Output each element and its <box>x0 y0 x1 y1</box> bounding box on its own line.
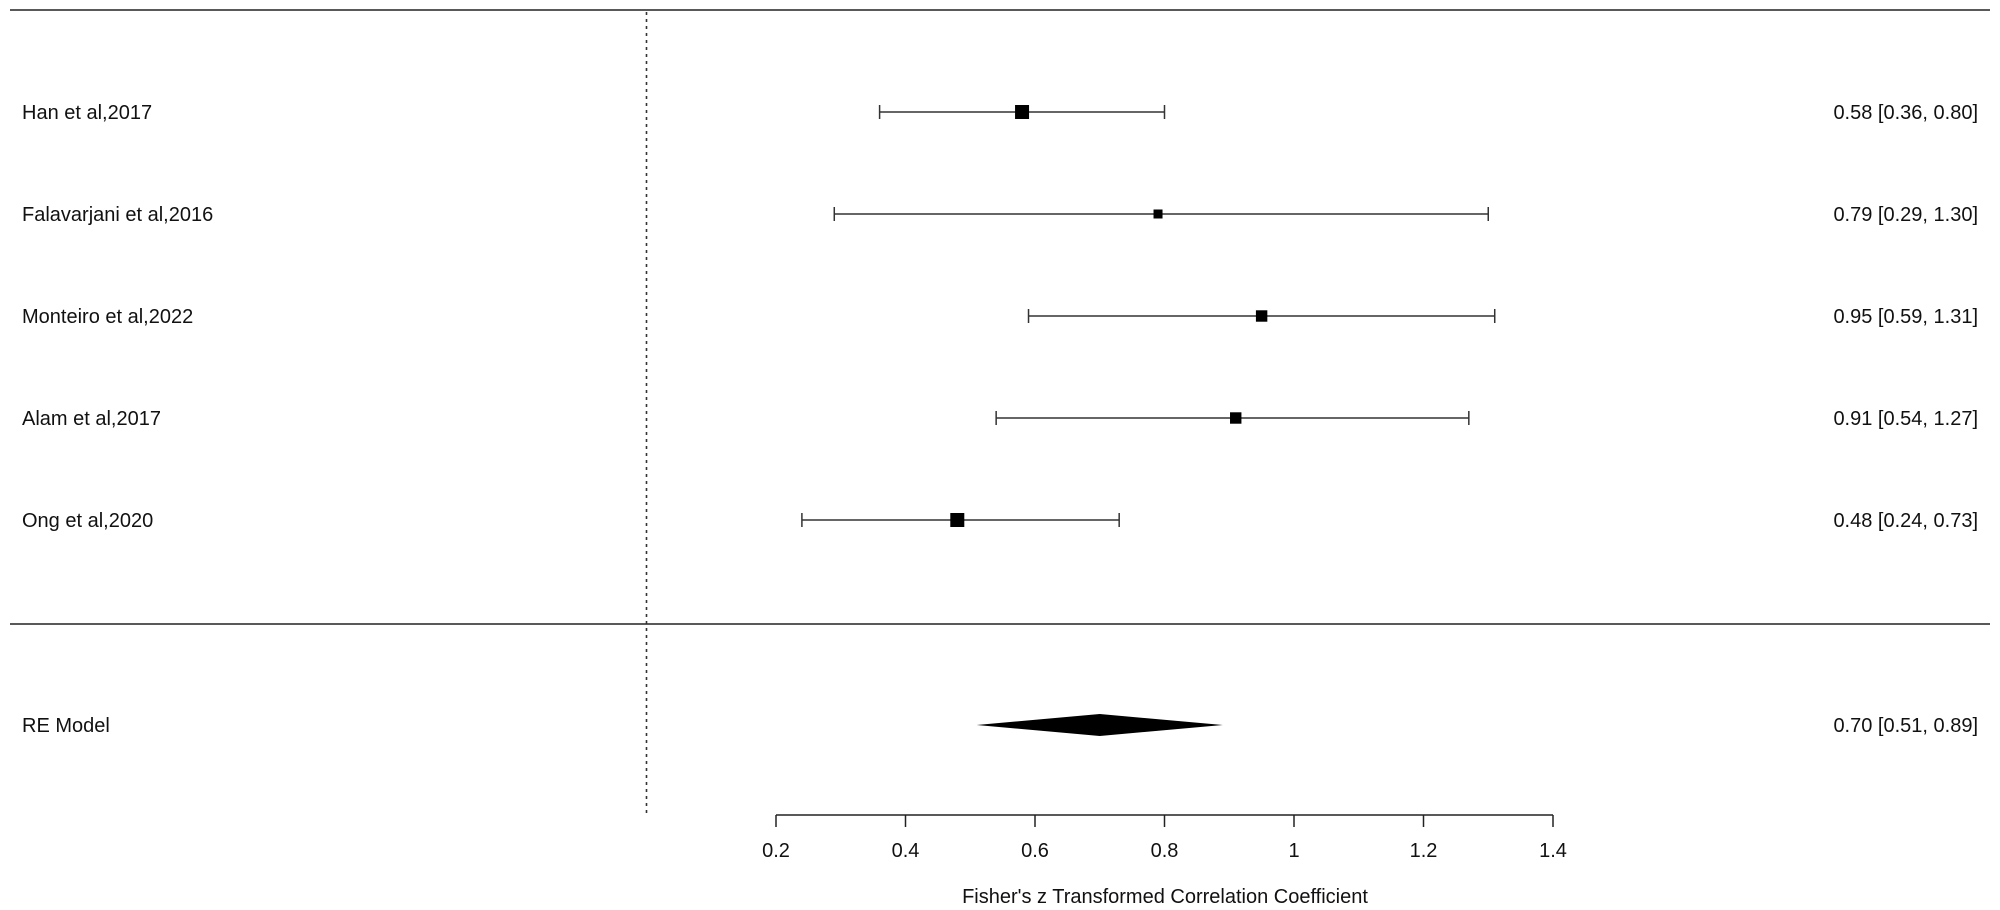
study-annotation: 0.58 [0.36, 0.80] <box>1833 102 1978 124</box>
x-tick-label: 0.8 <box>1151 840 1179 862</box>
study-rows: Han et al,2017 0.58 [0.36, 0.80] Falavarja… <box>22 102 1978 532</box>
x-tick-label: 0.6 <box>1021 840 1049 862</box>
point-estimate <box>1153 209 1163 219</box>
study-row: Ong et al,2020 0.48 [0.24, 0.73] <box>22 510 1978 532</box>
study-label: Monteiro et al,2022 <box>22 306 193 328</box>
x-axis-label: Fisher's z Transformed Correlation Coeff… <box>962 886 1368 908</box>
summary-label: RE Model <box>22 715 110 737</box>
summary-diamond <box>976 714 1223 736</box>
x-tick-label: 1 <box>1288 840 1299 862</box>
study-label: Ong et al,2020 <box>22 510 153 532</box>
summary-annotation: 0.70 [0.51, 0.89] <box>1833 715 1978 737</box>
point-estimate <box>1015 105 1030 119</box>
x-tick-label: 0.4 <box>892 840 920 862</box>
x-tick-label: 0.2 <box>762 840 790 862</box>
study-annotation: 0.79 [0.29, 1.30] <box>1833 204 1978 226</box>
study-row: Falavarjani et al,2016 0.79 [0.29, 1.30] <box>22 204 1978 226</box>
point-estimate <box>1255 310 1268 322</box>
study-row: Monteiro et al,2022 0.95 [0.59, 1.31] <box>22 306 1978 328</box>
point-estimate <box>950 513 965 527</box>
point-estimate <box>1230 412 1242 424</box>
study-row: Han et al,2017 0.58 [0.36, 0.80] <box>22 102 1978 124</box>
x-axis: 0.2 0.4 0.6 0.8 1 1.2 1.4 <box>762 814 1567 862</box>
study-annotation: 0.95 [0.59, 1.31] <box>1833 306 1978 328</box>
study-row: Alam et al,2017 0.91 [0.54, 1.27] <box>22 408 1978 430</box>
study-label: Alam et al,2017 <box>22 408 161 430</box>
x-tick-label: 1.4 <box>1539 840 1567 862</box>
x-tick-label: 1.2 <box>1410 840 1438 862</box>
study-label: Falavarjani et al,2016 <box>22 204 213 226</box>
study-annotation: 0.91 [0.54, 1.27] <box>1833 408 1978 430</box>
study-label: Han et al,2017 <box>22 102 152 124</box>
summary-row: RE Model 0.70 [0.51, 0.89] <box>22 714 1978 737</box>
study-annotation: 0.48 [0.24, 0.73] <box>1833 510 1978 532</box>
